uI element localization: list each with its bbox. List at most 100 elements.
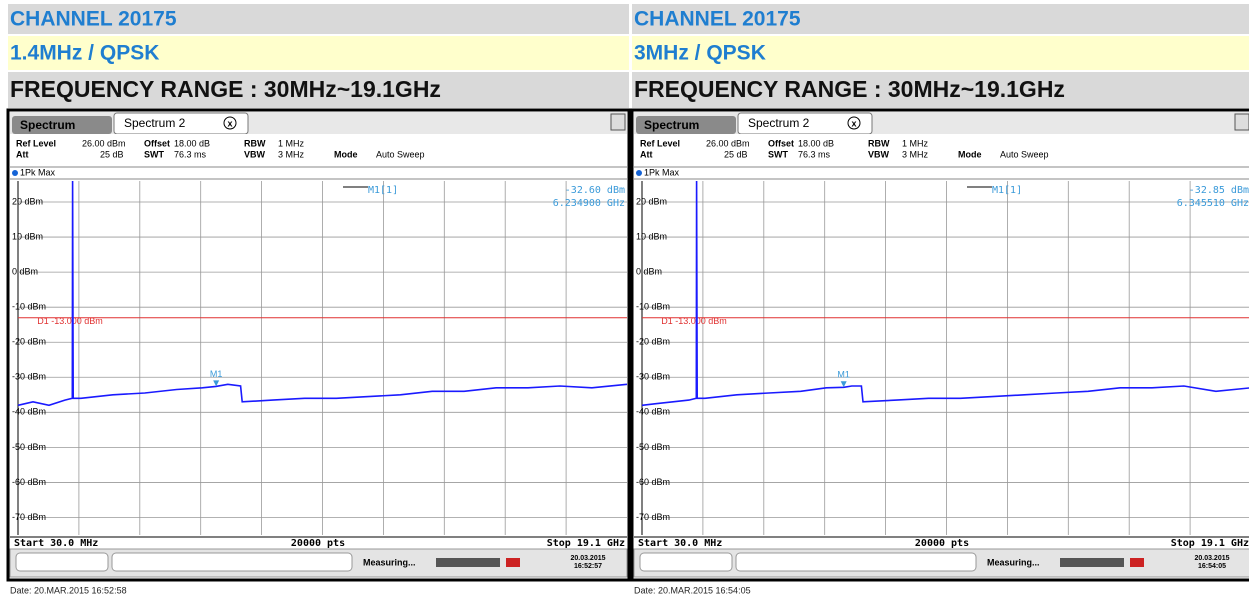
tab[interactable] (636, 116, 736, 134)
header-bg (632, 36, 1249, 70)
header-bg (8, 36, 629, 70)
y-tick-label: 10 dBm (12, 231, 43, 241)
y-tick-label: 20 dBm (12, 196, 43, 206)
menu-icon[interactable] (610, 113, 626, 131)
header-bg (632, 72, 1249, 108)
setting: 3 MHz (902, 149, 929, 159)
setting: 18.00 dB (798, 138, 834, 148)
status-field (111, 552, 353, 572)
stop-label: Stop 19.1 GHz (547, 538, 625, 549)
marker-level: -32.85 dBm (1189, 185, 1249, 196)
marker-level: -32.60 dBm (565, 185, 625, 196)
range: FREQUENCY RANGE : 30MHz~19.1GHz (10, 76, 441, 102)
setting: 18.00 dB (174, 138, 210, 148)
setting: 26.00 dBm (82, 138, 126, 148)
close-icon[interactable] (223, 116, 237, 130)
setting: 26.00 dBm (706, 138, 750, 148)
stamp-date: 20.03.2015 (570, 555, 605, 562)
setting: 76.3 ms (798, 149, 831, 159)
status-field (735, 552, 977, 572)
y-tick-label: -40 dBm (12, 407, 46, 417)
setting: SWT (768, 149, 788, 159)
y-tick-label: -50 dBm (12, 442, 46, 452)
marker (213, 380, 220, 387)
y-tick-label: -30 dBm (636, 372, 670, 382)
tab-label: Spectrum 2 (124, 116, 186, 130)
marker-label: M1 (837, 370, 850, 380)
settings-bg (634, 134, 1249, 167)
stamp-time: 16:52:57 (574, 563, 602, 570)
marker-freq: 6.345510 GHz (1177, 198, 1249, 209)
limit-label: D1 -13.000 dBm (661, 316, 727, 326)
channel: CHANNEL 20175 (634, 8, 801, 31)
stamp-date: 20.03.2015 (1194, 555, 1229, 562)
setting: Ref Level (16, 138, 56, 148)
marker-freq: 6.234900 GHz (553, 198, 625, 209)
y-tick-label: -10 dBm (12, 302, 46, 312)
mode: 3MHz / QPSK (634, 42, 766, 65)
setting: 25 dB (100, 149, 124, 159)
setting: RBW (244, 138, 266, 148)
progress (1060, 558, 1124, 567)
setting: Ref Level (640, 138, 680, 148)
progress-icon (1130, 558, 1144, 567)
y-tick-label: 0 dBm (636, 267, 662, 277)
close-x: x (227, 118, 232, 128)
y-tick-label: -20 dBm (636, 337, 670, 347)
y-tick-label: -40 dBm (636, 407, 670, 417)
close-x: x (851, 118, 856, 128)
date: Date: 20.MAR.2015 16:52:58 (10, 585, 127, 595)
y-tick-label: 20 dBm (636, 196, 667, 206)
points-label: 20000 pts (291, 538, 345, 549)
setting: VBW (244, 149, 266, 159)
trace-label: 1Pk Max (644, 167, 680, 177)
setting: 1 MHz (278, 138, 305, 148)
header-bg (8, 72, 629, 108)
y-tick-label: -70 dBm (12, 512, 46, 522)
progress (436, 558, 500, 567)
y-tick-label: -10 dBm (636, 302, 670, 312)
y-tick-label: -60 dBm (636, 477, 670, 487)
trace (641, 180, 1249, 407)
setting: 25 dB (724, 149, 748, 159)
date: Date: 20.MAR.2015 16:54:05 (634, 585, 751, 595)
y-tick-label: -50 dBm (636, 442, 670, 452)
trace (17, 180, 628, 407)
stamp-time: 16:54:05 (1198, 563, 1226, 570)
limit-label: D1 -13.000 dBm (37, 316, 103, 326)
y-tick-label: -70 dBm (636, 512, 670, 522)
y-tick-label: -60 dBm (12, 477, 46, 487)
y-tick-label: -20 dBm (12, 337, 46, 347)
setting: RBW (868, 138, 890, 148)
marker-label: M1 (210, 369, 223, 379)
tab-label: Spectrum (644, 118, 699, 132)
settings-bg (10, 134, 627, 167)
points-label: 20000 pts (915, 538, 969, 549)
marker-name: M1[1] (368, 185, 398, 196)
setting: Mode (958, 149, 982, 159)
setting: 76.3 ms (174, 149, 207, 159)
status-field (639, 552, 733, 572)
mode: 1.4MHz / QPSK (10, 42, 159, 65)
setting: 1 MHz (902, 138, 929, 148)
marker (840, 381, 847, 388)
setting: SWT (144, 149, 164, 159)
status-field (15, 552, 109, 572)
setting: 3 MHz (278, 149, 305, 159)
close-icon[interactable] (847, 116, 861, 130)
status: Measuring... (987, 557, 1040, 567)
trace-dot (12, 170, 18, 176)
channel: CHANNEL 20175 (10, 8, 177, 31)
screen-bg (630, 108, 1249, 582)
y-tick-label: 10 dBm (636, 231, 667, 241)
progress-icon (506, 558, 520, 567)
menu-icon[interactable] (1234, 113, 1249, 131)
trace-label: 1Pk Max (20, 167, 56, 177)
setting: Auto Sweep (1000, 149, 1049, 159)
tab[interactable] (12, 116, 112, 134)
trace-dot (636, 170, 642, 176)
tab-label: Spectrum (20, 118, 75, 132)
setting: Auto Sweep (376, 149, 425, 159)
setting: Att (640, 149, 653, 159)
